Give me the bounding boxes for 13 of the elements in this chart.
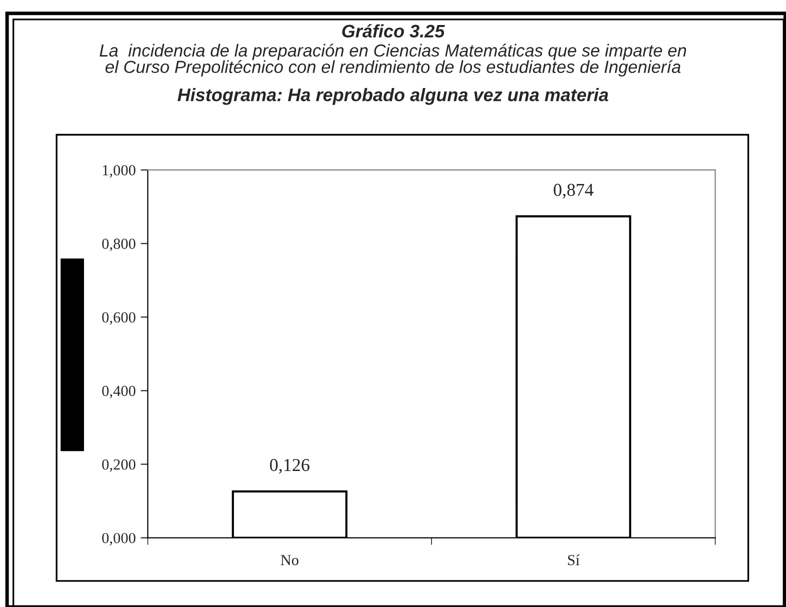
y-tick-label: 0,600: [102, 312, 136, 325]
x-tick-label: No: [280, 555, 298, 566]
data-label: 0,874: [554, 184, 594, 199]
chart-title: Gráfico 3.25: [342, 24, 445, 38]
data-label: 0,126: [270, 458, 310, 474]
y-tick-label: 0,400: [102, 386, 136, 398]
x-tick-label: Sí: [568, 554, 580, 566]
y-tick-label: 0,800: [102, 238, 136, 252]
chart-subtitle: La incidencia de la preparación en Ciencias Matemáticas que se imparte en el Curso Prepolitécnico con el rendimiento de los estudiantes de Ingeniería: [100, 44, 686, 76]
y-tick-label: 0,000: [102, 532, 136, 546]
y-tick-label: 1,000: [102, 165, 136, 178]
y-tick-label: 0,200: [102, 459, 136, 472]
text: Histograma: Ha reprobado alguna vez una materia: [178, 88, 608, 105]
